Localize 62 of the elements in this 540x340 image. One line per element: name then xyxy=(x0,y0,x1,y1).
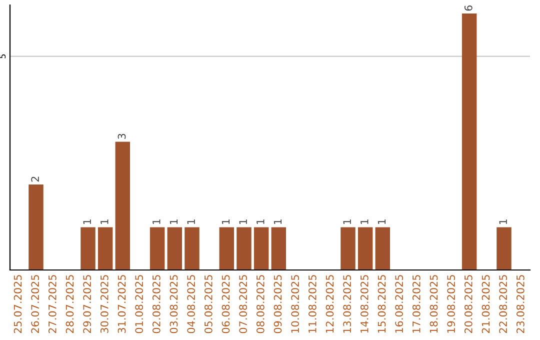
bar xyxy=(271,227,286,270)
x-tick-label: 29.07.2025 xyxy=(83,275,92,334)
bar xyxy=(167,227,182,270)
data-label: 1 xyxy=(152,219,160,224)
x-tick-label: 19.08.2025 xyxy=(447,275,456,333)
x-tick-label: 26.07.2025 xyxy=(31,275,40,334)
x-tick-label: 17.08.2025 xyxy=(412,275,420,333)
bar xyxy=(184,227,200,270)
x-tick-label: 14.08.2025 xyxy=(360,275,368,333)
data-label: 1 xyxy=(83,219,91,224)
data-label: 2 xyxy=(31,176,39,182)
x-tick-label: 06.08.2025 xyxy=(222,275,230,334)
data-label: 6 xyxy=(464,5,472,11)
data-label: 1 xyxy=(239,219,247,224)
data-label: 1 xyxy=(256,219,264,224)
bar xyxy=(28,184,44,270)
data-label: 1 xyxy=(187,219,195,224)
x-tick-label: 28.07.2025 xyxy=(66,275,74,334)
bar xyxy=(80,227,96,270)
data-label: 1 xyxy=(170,219,178,224)
bar xyxy=(340,227,356,270)
x-tick-label: 03.08.2025 xyxy=(170,275,178,334)
x-tick-label: 22.08.2025 xyxy=(499,275,508,334)
data-label: 1 xyxy=(222,219,230,224)
x-tick-label: 12.08.2025 xyxy=(326,275,334,333)
bar xyxy=(462,14,477,270)
data-label: 1 xyxy=(100,219,108,224)
x-tick-label: 27.07.2025 xyxy=(48,275,56,334)
x-tick-label: 10.08.2025 xyxy=(291,275,300,333)
bar xyxy=(150,227,165,270)
x-tick-label: 13.08.2025 xyxy=(343,275,352,333)
data-label: 1 xyxy=(499,219,507,224)
data-label: 1 xyxy=(343,219,351,224)
x-tick-label: 23.08.2025 xyxy=(516,275,524,334)
x-tick-label: 04.08.2025 xyxy=(187,275,196,334)
x-tick-label: 15.08.2025 xyxy=(378,275,386,333)
data-label: 1 xyxy=(378,219,386,224)
x-tick-label: 30.07.2025 xyxy=(100,275,108,334)
x-tick-label: 11.08.2025 xyxy=(308,275,316,333)
x-tick-label: 25.07.2025 xyxy=(14,275,22,334)
bar xyxy=(219,227,234,270)
x-tick-label: 18.08.2025 xyxy=(430,275,438,333)
bar xyxy=(375,227,390,270)
bar xyxy=(254,227,269,270)
x-tick-label: 08.08.2025 xyxy=(256,275,264,334)
bar xyxy=(236,227,252,270)
bar xyxy=(98,227,113,270)
x-tick-label: 20.08.2025 xyxy=(464,275,472,334)
bar xyxy=(496,227,512,270)
x-tick-label: 05.08.2025 xyxy=(204,275,212,334)
data-label: 1 xyxy=(360,219,368,224)
x-tick-label: 07.08.2025 xyxy=(239,275,248,334)
data-label: 3 xyxy=(118,134,126,139)
x-tick-label: 16.08.2025 xyxy=(395,275,404,333)
x-tick-label: 09.08.2025 xyxy=(274,275,282,334)
x-tick-label: 01.08.2025 xyxy=(135,275,144,334)
bar xyxy=(115,142,130,270)
x-tick-label: 31.07.2025 xyxy=(118,275,126,334)
x-tick-label: 02.08.2025 xyxy=(152,275,160,334)
bar xyxy=(358,227,373,270)
x-tick-label: 21.08.2025 xyxy=(482,275,490,334)
data-label: 1 xyxy=(274,219,282,224)
